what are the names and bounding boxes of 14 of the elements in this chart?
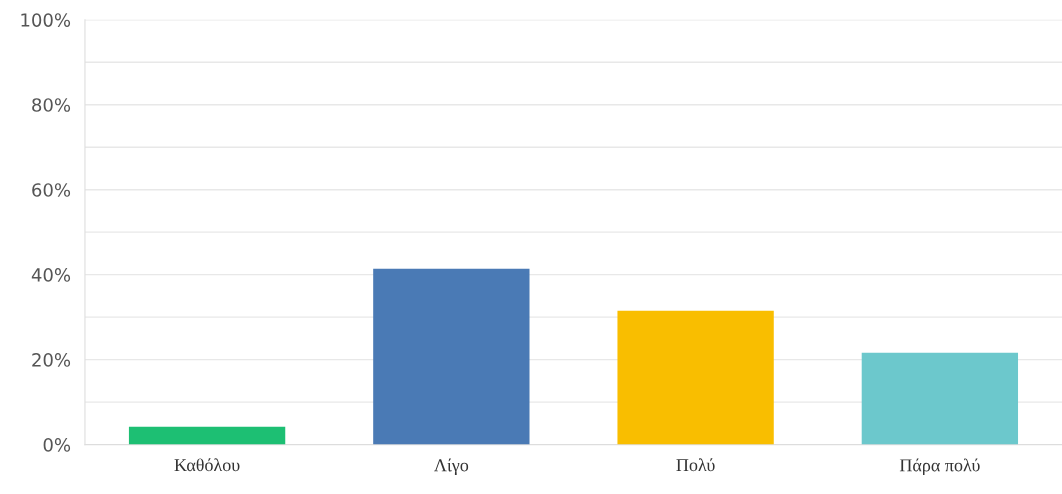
x-tick-label: Καθόλου [174,458,240,472]
y-tick-label: 60% [32,183,71,197]
x-tick-label: Λίγο [434,458,469,476]
y-tick-label: 100% [21,13,71,27]
x-tick-label: Πολύ [676,458,715,472]
bar [861,352,1019,445]
y-tick-label: 40% [31,268,71,282]
x-tick-label: Πάρα πολύ [899,458,980,476]
bar [617,310,774,445]
bar [373,268,530,445]
y-tick-label: 80% [32,98,71,112]
bar [128,426,286,445]
y-tick-label: 20% [32,353,71,367]
y-tick-label: 0% [43,438,71,452]
